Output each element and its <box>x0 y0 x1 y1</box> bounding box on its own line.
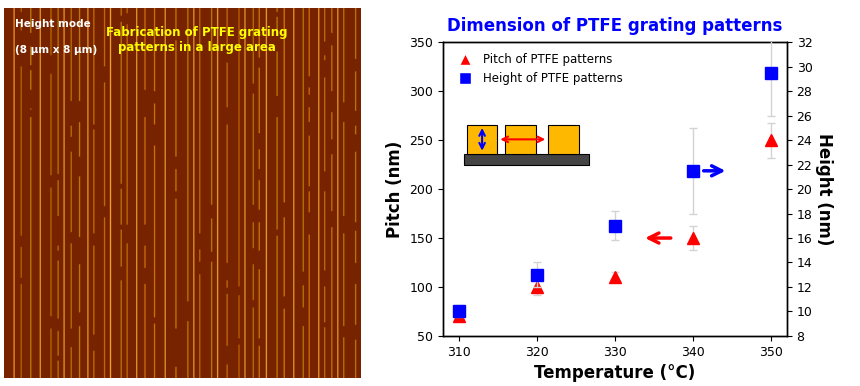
Legend: Pitch of PTFE patterns, Height of PTFE patterns: Pitch of PTFE patterns, Height of PTFE p… <box>449 48 628 90</box>
Y-axis label: Pitch (nm): Pitch (nm) <box>386 141 403 238</box>
Bar <box>548 125 579 154</box>
Y-axis label: Height (nm): Height (nm) <box>815 133 833 245</box>
Text: (8 μm x 8 μm): (8 μm x 8 μm) <box>15 45 97 55</box>
Text: Fabrication of PTFE grating
patterns in a large area: Fabrication of PTFE grating patterns in … <box>107 26 288 54</box>
X-axis label: Temperature (°C): Temperature (°C) <box>534 364 696 382</box>
Title: Dimension of PTFE grating patterns: Dimension of PTFE grating patterns <box>447 17 783 36</box>
Bar <box>506 125 536 154</box>
Text: Height mode: Height mode <box>15 19 91 29</box>
Bar <box>467 125 497 154</box>
Bar <box>464 154 589 165</box>
